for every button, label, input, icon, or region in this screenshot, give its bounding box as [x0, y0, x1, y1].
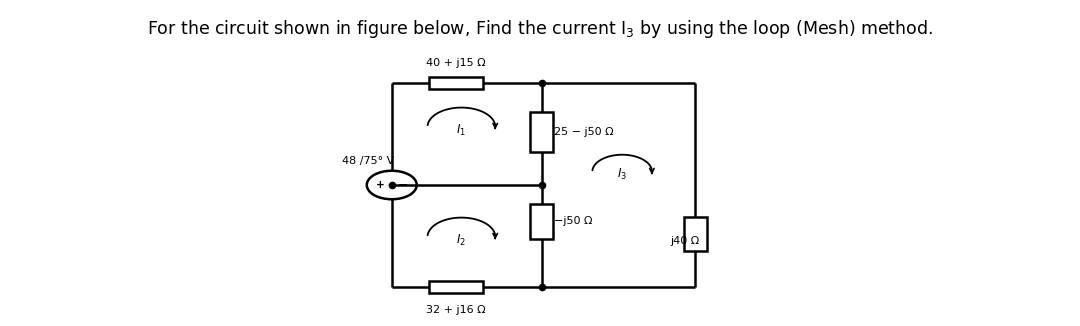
Text: 25 − j50 Ω: 25 − j50 Ω [554, 127, 613, 137]
Text: $I_1$: $I_1$ [457, 123, 467, 138]
Text: $I_2$: $I_2$ [457, 232, 467, 247]
Text: 40 + j15 Ω: 40 + j15 Ω [427, 58, 486, 68]
Text: 32 + j16 Ω: 32 + j16 Ω [427, 305, 486, 315]
Text: −j50 Ω: −j50 Ω [554, 216, 593, 226]
Bar [530, 204, 553, 239]
Text: $I_3$: $I_3$ [617, 167, 627, 182]
Bar [530, 111, 553, 153]
Bar [429, 77, 483, 89]
Text: −: − [397, 179, 408, 191]
Text: +: + [376, 180, 384, 190]
Text: j40 Ω: j40 Ω [671, 236, 700, 246]
Bar [429, 281, 483, 293]
Bar [684, 216, 707, 251]
Text: 48 /75° V: 48 /75° V [341, 156, 394, 166]
Text: For the circuit shown in figure below, Find the current I$_3$ by using the loop : For the circuit shown in figure below, F… [147, 18, 933, 40]
